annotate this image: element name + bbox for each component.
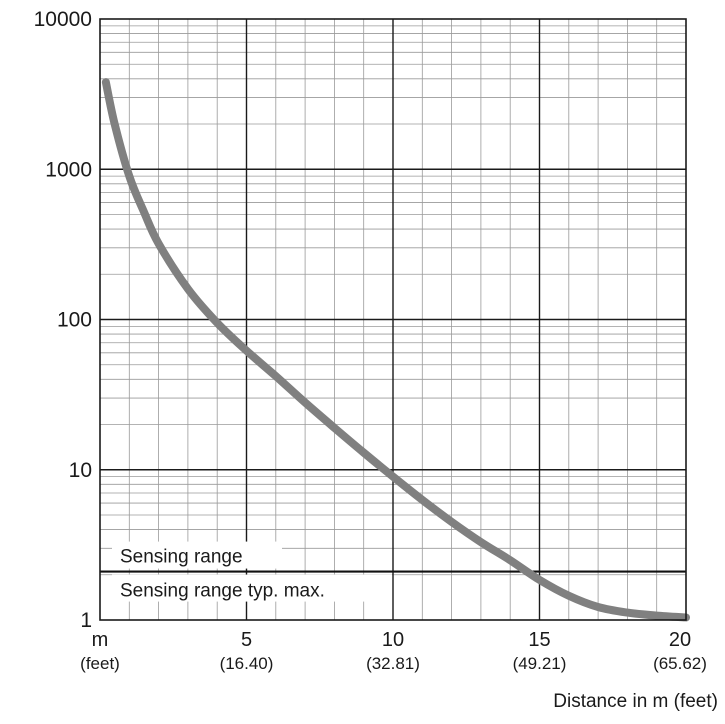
x-tick-sublabel: (65.62)	[653, 654, 707, 673]
y-tick-label: 1	[80, 609, 92, 632]
y-tick-label: 10	[69, 459, 92, 482]
sensing-range-max-label: Sensing range typ. max.	[120, 581, 325, 602]
y-tick-label: 100	[57, 309, 92, 332]
y-axis-ticks: 1 10 100 1000 10000	[34, 8, 92, 632]
series-layer	[106, 82, 686, 618]
x-tick-sublabel: (feet)	[80, 654, 120, 673]
x-tick-label: 20	[669, 629, 691, 651]
y-tick-label: 10000	[34, 8, 92, 31]
x-axis-ticks: m (feet) 5 (16.40) 10 (32.81) 15 (49.21) 20 (65.6…	[80, 629, 707, 673]
series-line-0	[106, 82, 686, 617]
x-tick-sublabel: (49.21)	[513, 654, 567, 673]
x-tick-sublabel: (32.81)	[366, 654, 420, 673]
x-tick-label: 15	[528, 629, 550, 651]
y-tick-label: 1000	[45, 158, 92, 181]
x-tick-label: 10	[382, 629, 404, 651]
x-tick-sublabel: (16.40)	[220, 654, 274, 673]
sensing-range-label: Sensing range	[120, 547, 243, 568]
x-tick-label: 5	[241, 629, 252, 651]
x-tick-label: m	[92, 629, 109, 651]
x-axis-label: Distance in m (feet)	[553, 691, 718, 712]
